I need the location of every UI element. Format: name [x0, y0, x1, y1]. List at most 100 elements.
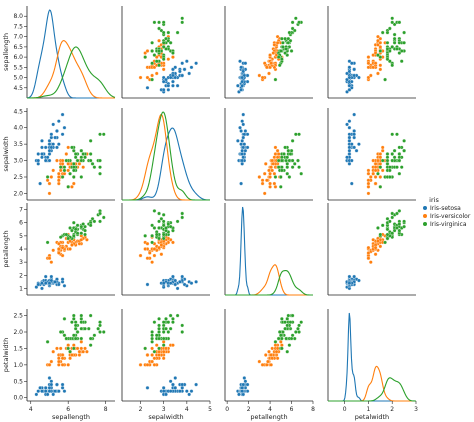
point-iris-versicolor [366, 65, 371, 70]
x-axis-label: petallength [250, 413, 287, 421]
point-iris-versicolor [154, 55, 159, 59]
point-iris-versicolor [150, 353, 154, 357]
point-iris-setosa [47, 139, 52, 143]
point-iris-versicolor [60, 356, 65, 361]
y-tick-label: 5.0 [13, 75, 23, 82]
point-iris-versicolor [143, 51, 148, 55]
x-tick-label: 2 [390, 406, 394, 413]
point-iris-setosa [36, 162, 41, 166]
point-iris-setosa [43, 386, 48, 390]
point-iris-versicolor [373, 165, 378, 169]
point-iris-versicolor [77, 162, 82, 166]
point-iris-virginica [392, 36, 397, 41]
point-iris-virginica [290, 26, 295, 31]
point-iris-virginica [286, 148, 291, 153]
panel-sepallength-vs-sepalwidth [121, 6, 210, 99]
point-iris-virginica [376, 53, 380, 57]
panel-petallength-vs-sepalwidth [121, 203, 210, 296]
point-iris-virginica [88, 313, 93, 318]
point-iris-setosa [173, 75, 178, 80]
point-iris-virginica [392, 22, 397, 27]
point-iris-virginica [157, 219, 161, 224]
point-iris-versicolor [270, 168, 275, 173]
point-iris-virginica [290, 158, 295, 163]
point-iris-versicolor [368, 175, 373, 179]
point-iris-setosa [47, 376, 52, 380]
point-iris-virginica [397, 171, 402, 176]
point-iris-virginica [276, 165, 281, 169]
point-iris-virginica [281, 45, 285, 49]
point-iris-versicolor [85, 349, 89, 354]
point-iris-virginica [285, 323, 290, 328]
point-iris-virginica [297, 132, 301, 137]
point-iris-virginica [150, 61, 154, 66]
point-iris-virginica [150, 77, 154, 82]
point-iris-virginica [378, 185, 383, 189]
panel-petallength-vs-sepallength: 1 2 3 4 5 6 7 petallength [2, 203, 115, 296]
point-iris-setosa [168, 281, 173, 286]
point-iris-versicolor [159, 243, 164, 247]
point-iris-versicolor [260, 75, 265, 80]
point-iris-virginica [297, 323, 301, 328]
point-iris-setosa [180, 61, 185, 66]
point-iris-virginica [157, 330, 161, 334]
point-iris-virginica [293, 16, 298, 21]
x-tick-label: 8 [104, 406, 108, 413]
panel-sepalwidth-vs-petalwidth [327, 108, 416, 201]
point-iris-setosa [173, 386, 178, 390]
point-iris-setosa [345, 90, 349, 94]
point-iris-versicolor [161, 349, 166, 354]
x-axis-label: petalwidth [355, 413, 389, 421]
point-iris-setosa [345, 155, 349, 160]
point-iris-versicolor [154, 71, 159, 76]
point-iris-virginica [402, 40, 406, 45]
point-iris-virginica [280, 168, 284, 173]
point-iris-versicolor [56, 363, 61, 367]
y-tick-label: 2.5 [13, 313, 23, 320]
point-iris-versicolor [272, 42, 277, 47]
point-iris-virginica [293, 132, 298, 137]
kde-iris-setosa [225, 206, 313, 296]
point-iris-versicolor [47, 363, 52, 367]
point-iris-versicolor [271, 162, 276, 166]
point-iris-versicolor [152, 363, 157, 367]
point-iris-setosa [161, 281, 166, 286]
point-iris-versicolor [378, 40, 383, 45]
point-iris-setosa [40, 286, 44, 291]
point-iris-virginica [376, 171, 380, 176]
point-iris-setosa [243, 148, 248, 153]
point-iris-virginica [73, 227, 78, 232]
point-iris-virginica [397, 20, 402, 25]
point-iris-versicolor [272, 171, 277, 176]
point-iris-versicolor [71, 181, 76, 186]
point-iris-versicolor [47, 191, 52, 196]
point-iris-versicolor [56, 359, 61, 364]
point-iris-virginica [399, 165, 404, 169]
point-iris-virginica [376, 226, 380, 230]
point-iris-setosa [49, 379, 54, 384]
y-tick-label: 7 [19, 207, 23, 214]
point-iris-setosa [349, 85, 354, 90]
point-iris-virginica [285, 155, 290, 160]
point-iris-virginica [402, 219, 406, 224]
point-iris-setosa [40, 152, 44, 156]
point-iris-versicolor [56, 241, 61, 246]
point-iris-versicolor [154, 343, 159, 347]
point-iris-versicolor [373, 175, 378, 179]
point-iris-virginica [284, 336, 289, 341]
point-iris-virginica [399, 49, 404, 53]
point-iris-setosa [43, 389, 48, 393]
point-iris-virginica [385, 236, 390, 241]
point-iris-setosa [171, 79, 175, 84]
point-iris-versicolor [70, 243, 74, 247]
point-iris-versicolor [171, 343, 175, 347]
point-iris-virginica [45, 240, 50, 245]
point-iris-virginica [73, 326, 78, 331]
point-iris-versicolor [77, 353, 82, 357]
point-iris-virginica [180, 20, 185, 25]
point-iris-versicolor [366, 75, 371, 80]
y-tick-label: 1.0 [13, 362, 23, 369]
point-iris-versicolor [266, 359, 270, 364]
panel-petalwidth-vs-petalwidth: 0 1 2 3 petalwidth [327, 309, 418, 421]
panel-sepalwidth-vs-sepallength: 2.0 2.5 3.0 3.5 4.0 4.5 sepalwidth [2, 108, 115, 201]
